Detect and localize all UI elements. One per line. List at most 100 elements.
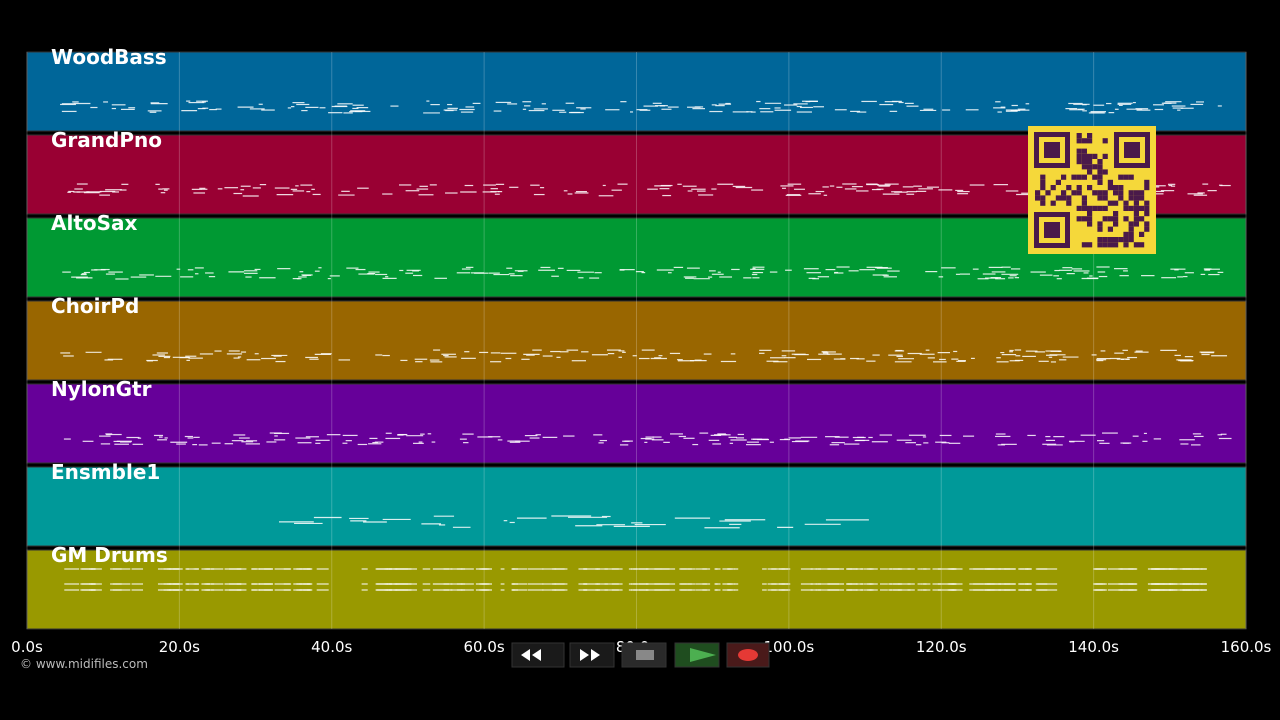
copyright: © www.midifiles.com <box>20 657 148 671</box>
qr-module <box>1097 237 1103 243</box>
qr-module <box>1061 195 1067 201</box>
qr-module <box>1092 164 1098 170</box>
qr-module <box>1123 205 1129 211</box>
notes <box>60 100 1232 591</box>
qr-module <box>1118 190 1124 196</box>
qr-module <box>1071 190 1077 196</box>
qr-module <box>1107 237 1113 243</box>
qr-module <box>1102 138 1108 144</box>
qr-module <box>1102 205 1108 211</box>
qr-module <box>1087 216 1093 222</box>
time-tick-label: 120.0s <box>916 638 967 656</box>
qr-module <box>1087 138 1093 144</box>
qr-module <box>1118 174 1124 180</box>
qr-finder <box>1044 142 1060 158</box>
qr-module <box>1076 133 1082 139</box>
qr-module <box>1113 242 1119 248</box>
qr-module <box>1113 211 1119 217</box>
qr-module <box>1076 185 1082 191</box>
qr-module <box>1081 153 1087 159</box>
qr-module <box>1087 205 1093 211</box>
play-button[interactable] <box>674 642 720 668</box>
qr-module <box>1081 205 1087 211</box>
qr-module <box>1102 169 1108 175</box>
qr-module <box>1035 190 1041 196</box>
qr-module <box>1055 195 1061 201</box>
qr-module <box>1097 226 1103 232</box>
track-name: Ensmble1 <box>51 460 160 484</box>
qr-module <box>1107 242 1113 248</box>
qr-module <box>1144 179 1150 185</box>
qr-module <box>1092 205 1098 211</box>
qr-finder <box>1044 222 1060 238</box>
qr-module <box>1133 200 1139 206</box>
qr-module <box>1087 159 1093 165</box>
qr-module <box>1050 185 1056 191</box>
qr-module <box>1087 169 1093 175</box>
qr-module <box>1144 185 1150 191</box>
qr-module <box>1097 190 1103 196</box>
track-name: WoodBass <box>51 45 167 69</box>
qr-module <box>1076 174 1082 180</box>
qr-module <box>1050 200 1056 206</box>
record-button[interactable] <box>726 642 770 668</box>
qr-module <box>1097 169 1103 175</box>
qr-module <box>1081 195 1087 201</box>
qr-module <box>1081 200 1087 206</box>
time-tick-label: 100.0s <box>763 638 814 656</box>
time-tick-label: 0.0s <box>11 638 43 656</box>
qr-module <box>1133 242 1139 248</box>
time-tick-label: 160.0s <box>1221 638 1272 656</box>
qr-module <box>1040 179 1046 185</box>
qr-module <box>1076 138 1082 144</box>
qr-module <box>1133 216 1139 222</box>
qr-module <box>1144 200 1150 206</box>
qr-module <box>1040 185 1046 191</box>
qr-module <box>1113 185 1119 191</box>
qr-module <box>1123 237 1129 243</box>
qr-module <box>1087 185 1093 191</box>
qr-module <box>1040 195 1046 201</box>
qr-module <box>1076 153 1082 159</box>
qr-module <box>1061 174 1067 180</box>
qr-module <box>1113 237 1119 243</box>
stop-button[interactable] <box>621 642 667 668</box>
qr-module <box>1128 221 1134 227</box>
forward-button[interactable] <box>569 642 615 668</box>
qr-module <box>1139 205 1145 211</box>
qr-module <box>1087 164 1093 170</box>
qr-module <box>1133 221 1139 227</box>
qr-module <box>1128 226 1134 232</box>
track-name: GrandPno <box>51 128 162 152</box>
qr-module <box>1087 133 1093 139</box>
rewind-button[interactable] <box>511 642 565 668</box>
qr-module <box>1133 195 1139 201</box>
qr-module <box>1128 174 1134 180</box>
track-lane <box>26 51 1247 132</box>
qr-module <box>1076 216 1082 222</box>
transport-controls <box>511 642 770 668</box>
qr-module <box>1128 237 1134 243</box>
qr-module <box>1081 174 1087 180</box>
qr-module <box>1144 211 1150 217</box>
qr-module <box>1087 153 1093 159</box>
qr-module <box>1139 242 1145 248</box>
qr-module <box>1081 242 1087 248</box>
track-lane <box>26 383 1247 464</box>
qr-module <box>1055 179 1061 185</box>
grid <box>26 52 1247 629</box>
qr-module <box>1102 237 1108 243</box>
qr-module <box>1040 174 1046 180</box>
track-name: AltoSax <box>51 211 138 235</box>
qr-module <box>1097 174 1103 180</box>
qr-module <box>1066 195 1072 201</box>
qr-module <box>1087 211 1093 217</box>
time-tick-label: 20.0s <box>159 638 200 656</box>
qr-module <box>1113 190 1119 196</box>
labels: WoodBass GrandPno AltoSax ChoirPd NylonGtr En… <box>11 45 1271 656</box>
qr-module <box>1092 174 1098 180</box>
qr-module <box>1118 195 1124 201</box>
qr-module <box>1035 195 1041 201</box>
qr-module <box>1118 185 1124 191</box>
